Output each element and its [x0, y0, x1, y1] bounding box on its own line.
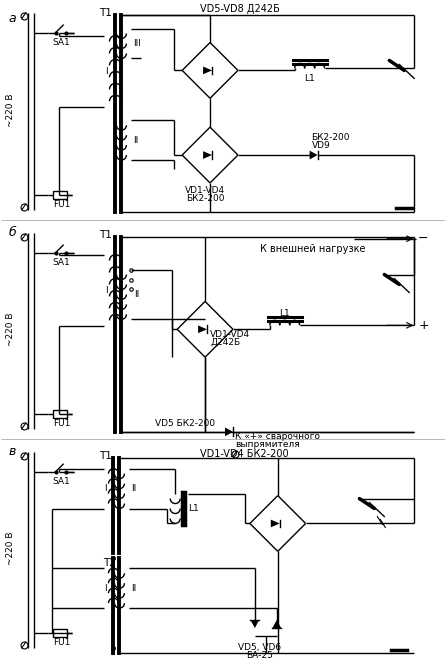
Polygon shape [203, 151, 212, 159]
Text: II: II [133, 136, 139, 144]
Text: VD5 БК2-200: VD5 БК2-200 [155, 420, 215, 428]
Text: −: − [418, 232, 429, 245]
Text: III: III [133, 39, 141, 48]
Text: L1: L1 [188, 504, 199, 513]
Text: БА-25: БА-25 [246, 651, 273, 661]
Text: в: в [9, 446, 17, 458]
Polygon shape [271, 520, 280, 528]
Polygon shape [225, 428, 233, 436]
Text: VD9: VD9 [312, 140, 330, 150]
Text: VD1-VD4: VD1-VD4 [185, 187, 225, 195]
Text: ~220 В: ~220 В [6, 532, 16, 565]
Text: SA1: SA1 [53, 258, 70, 267]
Text: SA1: SA1 [53, 477, 70, 486]
Text: К «+» сварочного: К «+» сварочного [235, 432, 320, 442]
Text: ~220 В: ~220 В [6, 93, 16, 127]
Text: T2: T2 [103, 558, 116, 568]
Polygon shape [251, 620, 259, 628]
Text: I: I [105, 67, 107, 76]
Text: L1: L1 [279, 309, 290, 318]
Text: VD5-VD8 Д242Б: VD5-VD8 Д242Б [200, 4, 280, 14]
Text: К внешней нагрузке: К внешней нагрузке [260, 244, 365, 254]
Polygon shape [203, 67, 212, 74]
Text: FU1: FU1 [53, 420, 70, 428]
Text: I: I [104, 584, 107, 592]
Text: T1: T1 [99, 451, 112, 461]
Text: I: I [105, 286, 107, 295]
Text: SA1: SA1 [53, 38, 70, 47]
Bar [53, 410, 66, 418]
Bar [53, 191, 66, 199]
Polygon shape [310, 151, 318, 160]
Bar [53, 629, 66, 637]
Text: VD1-VD4: VD1-VD4 [210, 330, 250, 339]
Text: +: + [418, 319, 429, 332]
Text: б: б [9, 226, 17, 239]
Polygon shape [273, 620, 281, 628]
Text: VD1-VD4 БК2-200: VD1-VD4 БК2-200 [200, 449, 289, 459]
Text: FU1: FU1 [53, 201, 70, 209]
Text: БК2-200: БК2-200 [186, 195, 224, 203]
Text: I: I [104, 484, 107, 493]
Text: II: II [134, 290, 140, 299]
Polygon shape [198, 326, 207, 333]
Text: a: a [9, 12, 17, 25]
Text: VD5, VD6: VD5, VD6 [238, 643, 281, 653]
Text: II: II [132, 484, 136, 493]
Text: Д242Б: Д242Б [210, 338, 240, 347]
Text: L1: L1 [304, 74, 315, 83]
Text: T1: T1 [99, 230, 112, 240]
Text: FU1: FU1 [53, 638, 70, 647]
Text: БК2-200: БК2-200 [312, 132, 350, 142]
Text: T1: T1 [99, 8, 112, 18]
Text: II: II [132, 584, 136, 592]
Text: выпрямителя: выпрямителя [235, 440, 300, 449]
Text: ~220 В: ~220 В [6, 312, 16, 346]
